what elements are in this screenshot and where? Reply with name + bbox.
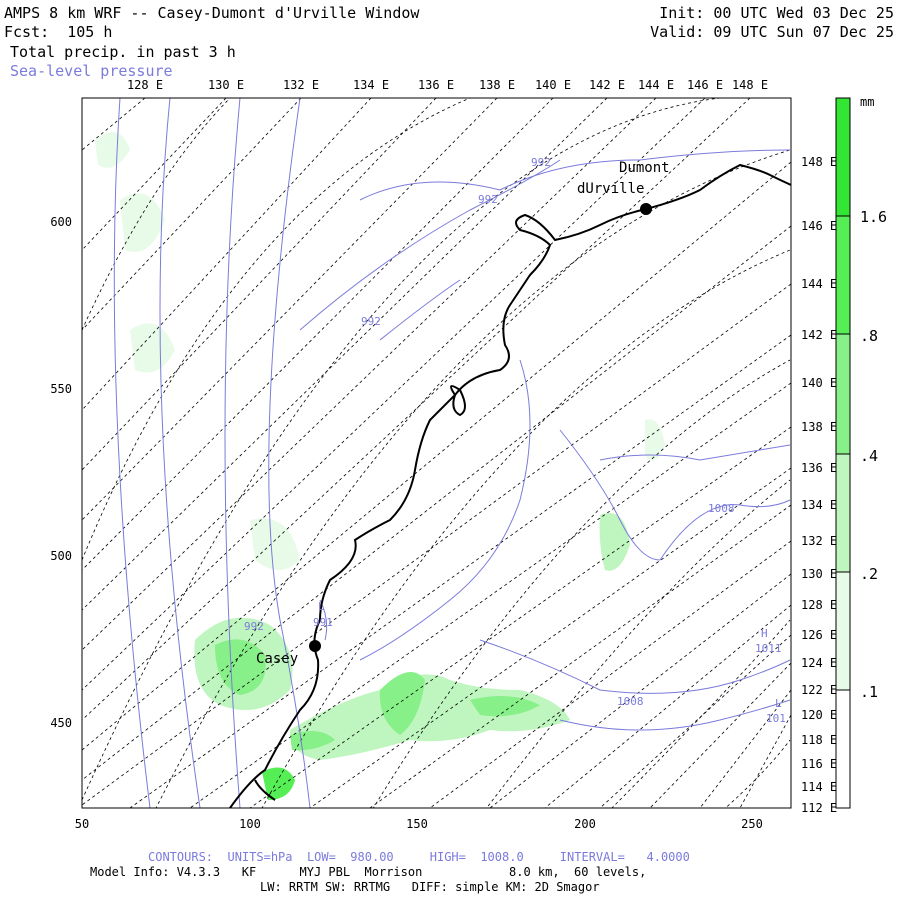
- colorbar-label: .1: [860, 683, 878, 701]
- overlay-name: Sea-level pressure: [10, 62, 173, 80]
- station-label-casey: Casey: [256, 651, 298, 667]
- top-lon-label: 146 E: [686, 78, 724, 92]
- left-grid-label: 500: [50, 549, 72, 563]
- model-info: Model Info: V4.3.3 KF MYJ PBL Morrison 8…: [90, 865, 647, 879]
- isobar-label: 991: [313, 616, 333, 629]
- isobar-label: 1008: [617, 695, 644, 708]
- right-lon-label: 124 E: [801, 656, 838, 670]
- right-lon-label: 146 E: [801, 219, 838, 233]
- right-lon-label: 112 E: [801, 801, 838, 815]
- right-lon-label: 142 E: [801, 328, 838, 342]
- right-lon-label: 126 E: [801, 628, 838, 642]
- top-lon-label: 130 E: [207, 78, 245, 92]
- colorbar: [835, 97, 851, 809]
- bottom-grid-label: 100: [239, 817, 261, 831]
- map-title: AMPS 8 km WRF -- Casey-Dumont d'Urville …: [4, 4, 420, 22]
- top-lon-label: 142 E: [588, 78, 626, 92]
- left-grid-label: 550: [50, 382, 72, 396]
- forecast-hour: Fcst: 105 h: [4, 23, 113, 41]
- right-lon-label: 134 E: [801, 498, 838, 512]
- right-lon-label: 138 E: [801, 420, 838, 434]
- right-lon-label: 116 E: [801, 757, 838, 771]
- low-center: L: [775, 697, 782, 710]
- left-grid-label: 600: [50, 215, 72, 229]
- high-center: H: [761, 627, 768, 640]
- isobar-label: 992: [244, 620, 264, 633]
- top-lon-label: 136 E: [417, 78, 455, 92]
- station-label-dumont: Dumont: [619, 160, 670, 176]
- top-lon-label: 132 E: [282, 78, 320, 92]
- colorbar-label: .2: [860, 565, 878, 583]
- colorbar-label: 1.6: [860, 208, 887, 226]
- low-center: L: [318, 600, 325, 613]
- bottom-grid-label: 50: [74, 817, 90, 831]
- top-lon-label: 144 E: [637, 78, 675, 92]
- right-lon-label: 132 E: [801, 534, 838, 548]
- right-lon-label: 128 E: [801, 598, 838, 612]
- right-lon-label: 148 E: [801, 155, 838, 169]
- station-label-durville: dUrville: [577, 181, 644, 197]
- right-lon-label: 130 E: [801, 567, 838, 581]
- right-lon-label: 144 E: [801, 277, 838, 291]
- bottom-grid-label: 200: [574, 817, 596, 831]
- right-lon-label: 136 E: [801, 461, 838, 475]
- colorbar-label: .4: [860, 447, 878, 465]
- left-grid-label: 450: [50, 716, 72, 730]
- physics-info: LW: RRTM SW: RRTMG DIFF: simple KM: 2D S…: [260, 880, 600, 894]
- bottom-grid-label: 150: [406, 817, 428, 831]
- map-frame: [81, 97, 792, 809]
- top-lon-label: 128 E: [126, 78, 164, 92]
- colorbar-label: .8: [860, 327, 878, 345]
- right-lon-label: 120 E: [801, 708, 838, 722]
- dumont-durville-marker: [640, 203, 652, 215]
- high-center-value: 1011: [755, 642, 782, 655]
- precipitation-shading: [95, 132, 665, 800]
- isobars: [113, 98, 791, 808]
- colorbar-unit: mm: [860, 95, 874, 109]
- top-lon-label: 140 E: [534, 78, 572, 92]
- contours-info: CONTOURS: UNITS=hPa LOW= 980.00 HIGH= 10…: [148, 850, 690, 864]
- isobar-label: 992: [361, 315, 381, 328]
- valid-time: Valid: 09 UTC Sun 07 Dec 25: [650, 23, 894, 41]
- bottom-grid-label: 250: [741, 817, 763, 831]
- top-lon-label: 138 E: [478, 78, 516, 92]
- isobar-label: 101: [766, 712, 786, 725]
- casey-marker: [309, 640, 321, 652]
- isobar-label: 992: [478, 193, 498, 206]
- isobar-label: 992: [531, 156, 551, 169]
- meridians: [82, 98, 791, 808]
- right-lon-label: 122 E: [801, 683, 838, 697]
- top-lon-label: 148 E: [731, 78, 769, 92]
- right-lon-label: 114 E: [801, 780, 838, 794]
- isobar-label: 1008: [708, 502, 735, 515]
- init-time: Init: 00 UTC Wed 03 Dec 25: [659, 4, 894, 22]
- field-name: Total precip. in past 3 h: [10, 43, 236, 61]
- right-lon-label: 140 E: [801, 376, 838, 390]
- right-lon-label: 118 E: [801, 733, 838, 747]
- top-lon-label: 134 E: [352, 78, 390, 92]
